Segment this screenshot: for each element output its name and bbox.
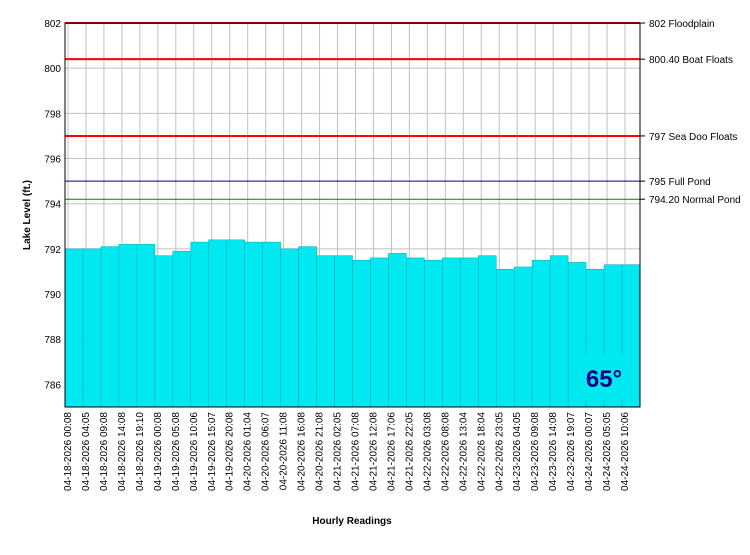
bar	[316, 255, 335, 408]
x-tick-label: 04-22-2026 18:04	[476, 412, 487, 491]
x-tick-label: 04-21-2026 22:05	[404, 412, 415, 491]
y-tick-label: 794	[44, 200, 61, 211]
reference-label: 800.40 Boat Floats	[649, 55, 733, 66]
bar	[478, 255, 497, 408]
bar	[172, 250, 192, 408]
bar	[118, 244, 138, 408]
bar	[298, 246, 317, 408]
y-tick-label: 790	[44, 290, 61, 301]
bar	[226, 239, 245, 408]
bar	[406, 257, 425, 408]
x-tick-label: 04-19-2026 20:08	[225, 412, 236, 491]
x-tick-label: 04-24-2026 00:07	[584, 412, 595, 491]
bar	[262, 241, 281, 408]
x-tick-label: 04-21-2026 12:08	[368, 412, 379, 491]
bar	[280, 248, 299, 408]
x-tick-label: 04-23-2026 09:08	[530, 412, 541, 491]
y-tick-label: 798	[44, 109, 61, 120]
x-tick-label: 04-19-2026 10:06	[189, 412, 200, 491]
bar	[136, 244, 156, 408]
reference-label: 797 Sea Doo Floats	[649, 132, 737, 143]
x-tick-label: 04-23-2026 19:07	[566, 412, 577, 491]
x-tick-label: 04-18-2026 09:08	[99, 412, 110, 491]
x-tick-label: 04-21-2026 02:05	[333, 412, 344, 491]
bar	[352, 259, 371, 408]
bar	[334, 255, 353, 408]
bar	[531, 259, 551, 408]
x-tick-label: 04-20-2026 11:08	[279, 412, 290, 491]
x-tick-label: 04-23-2026 14:08	[548, 412, 559, 491]
bar	[100, 246, 120, 408]
reference-label: 795 Full Pond	[649, 177, 711, 188]
x-tick-label: 04-24-2026 05:05	[602, 412, 613, 491]
bar	[208, 239, 227, 408]
y-tick-label: 786	[44, 380, 61, 391]
x-tick-label: 04-20-2026 16:08	[297, 412, 308, 491]
annotation: 65°	[586, 366, 622, 393]
x-tick-label: 04-20-2026 01:04	[243, 412, 254, 491]
bar	[549, 255, 569, 408]
x-tick-label: 04-18-2026 14:08	[117, 412, 128, 491]
x-tick-label: 04-18-2026 19:10	[135, 412, 146, 491]
plot-border	[64, 22, 641, 408]
x-axis-label: Hourly Readings	[312, 516, 392, 527]
x-tick-label: 04-18-2026 04:05	[81, 412, 92, 491]
bar	[442, 257, 461, 408]
bar	[154, 255, 174, 408]
x-tick-label: 04-21-2026 17:06	[386, 412, 397, 491]
y-tick-label: 792	[44, 245, 61, 256]
bar	[513, 266, 533, 408]
annotation-box	[578, 355, 630, 399]
bar	[370, 257, 389, 408]
x-tick-label: 04-22-2026 23:05	[494, 412, 505, 491]
bar	[424, 259, 443, 408]
bar	[244, 241, 263, 408]
x-tick-label: 04-22-2026 13:04	[458, 412, 469, 491]
x-tick-label: 04-21-2026 07:08	[351, 412, 362, 491]
x-tick-label: 04-23-2026 04:05	[512, 412, 523, 491]
bar	[82, 248, 102, 408]
x-tick-label: 04-19-2026 00:08	[153, 412, 164, 491]
x-tick-label: 04-24-2026 10:06	[620, 412, 631, 491]
bar	[190, 241, 209, 408]
bar	[388, 253, 407, 408]
x-tick-label: 04-20-2026 06:07	[261, 412, 272, 491]
reference-label: 802 Floodplain	[649, 19, 715, 30]
y-tick-label: 802	[44, 19, 61, 30]
x-tick-label: 04-18-2026 00:08	[63, 412, 74, 491]
y-tick-label: 796	[44, 155, 61, 166]
x-tick-label: 04-19-2026 05:08	[171, 412, 182, 491]
bar	[64, 248, 84, 408]
y-axis-label: Lake Level (ft.)	[22, 180, 33, 250]
x-tick-label: 04-22-2026 08:08	[440, 412, 451, 491]
bar	[496, 268, 515, 408]
x-tick-label: 04-19-2026 15:07	[207, 412, 218, 491]
y-tick-label: 800	[44, 64, 61, 75]
y-tick-label: 788	[44, 335, 61, 346]
x-tick-label: 04-22-2026 03:08	[422, 412, 433, 491]
bar	[460, 257, 479, 408]
reference-label: 794.20 Normal Pond	[649, 195, 741, 206]
x-tick-label: 04-20-2026 21:08	[315, 412, 326, 491]
